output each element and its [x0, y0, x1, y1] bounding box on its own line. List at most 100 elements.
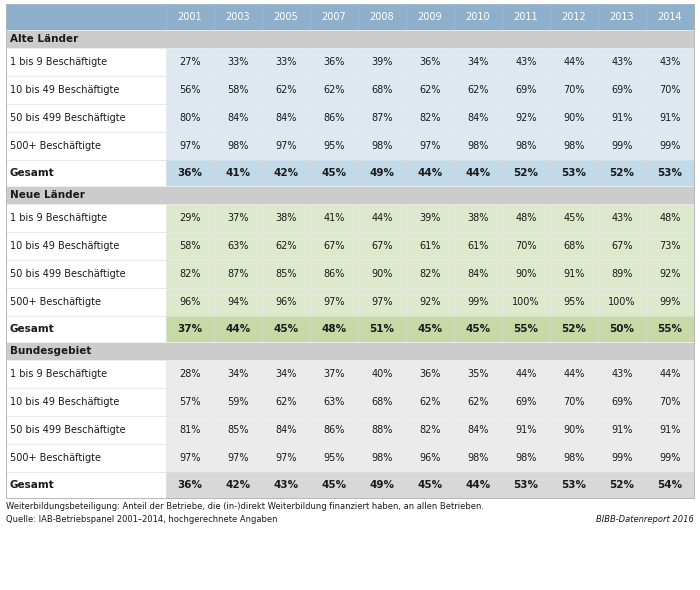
Bar — [406, 472, 454, 498]
Bar — [166, 316, 214, 342]
Text: 10 bis 49 Beschäftigte: 10 bis 49 Beschäftigte — [10, 85, 120, 95]
Text: 97%: 97% — [323, 297, 344, 307]
Text: 97%: 97% — [179, 453, 201, 463]
Bar — [214, 416, 262, 444]
Bar — [598, 288, 646, 316]
Bar — [310, 444, 358, 472]
Bar — [166, 204, 214, 232]
Text: Gesamt: Gesamt — [10, 480, 55, 490]
Bar — [406, 288, 454, 316]
Bar — [6, 104, 166, 132]
Text: 69%: 69% — [515, 85, 537, 95]
Text: Gesamt: Gesamt — [10, 324, 55, 334]
Text: 36%: 36% — [178, 168, 202, 178]
Text: 2011: 2011 — [514, 12, 538, 22]
Text: 98%: 98% — [228, 141, 248, 151]
Text: 42%: 42% — [225, 480, 251, 490]
Bar — [262, 472, 310, 498]
Bar — [646, 444, 694, 472]
Bar — [502, 132, 550, 160]
Bar — [598, 48, 646, 76]
Text: 98%: 98% — [515, 453, 537, 463]
Text: 27%: 27% — [179, 57, 201, 67]
Bar — [214, 232, 262, 260]
Bar — [358, 388, 406, 416]
Bar — [310, 388, 358, 416]
Text: 34%: 34% — [275, 369, 297, 379]
Bar — [406, 4, 454, 30]
Bar — [6, 186, 694, 204]
Bar — [214, 472, 262, 498]
Text: 35%: 35% — [468, 369, 489, 379]
Text: 82%: 82% — [179, 269, 201, 279]
Text: 44%: 44% — [417, 168, 442, 178]
Bar — [6, 232, 166, 260]
Bar — [358, 4, 406, 30]
Bar — [166, 388, 214, 416]
Bar — [646, 132, 694, 160]
Text: Gesamt: Gesamt — [10, 168, 55, 178]
Text: 10 bis 49 Beschäftigte: 10 bis 49 Beschäftigte — [10, 397, 120, 407]
Bar — [214, 260, 262, 288]
Bar — [502, 160, 550, 186]
Bar — [166, 4, 214, 30]
Bar — [502, 104, 550, 132]
Text: 67%: 67% — [323, 241, 344, 251]
Bar — [406, 260, 454, 288]
Bar — [6, 472, 166, 498]
Text: 53%: 53% — [514, 480, 538, 490]
Text: 1 bis 9 Beschäftigte: 1 bis 9 Beschäftigte — [10, 213, 107, 223]
Bar — [358, 260, 406, 288]
Text: 62%: 62% — [419, 85, 441, 95]
Bar — [262, 76, 310, 104]
Text: 43%: 43% — [659, 57, 680, 67]
Bar — [358, 48, 406, 76]
Bar — [262, 288, 310, 316]
Bar — [598, 388, 646, 416]
Bar — [406, 76, 454, 104]
Bar — [598, 416, 646, 444]
Text: 52%: 52% — [561, 324, 587, 334]
Bar — [454, 388, 502, 416]
Bar — [454, 160, 502, 186]
Bar — [6, 316, 166, 342]
Bar — [358, 360, 406, 388]
Text: 36%: 36% — [323, 57, 344, 67]
Text: 34%: 34% — [228, 369, 248, 379]
Bar — [6, 30, 694, 48]
Text: 99%: 99% — [468, 297, 489, 307]
Bar — [166, 232, 214, 260]
Bar — [454, 132, 502, 160]
Text: 42%: 42% — [274, 168, 299, 178]
Bar — [550, 104, 598, 132]
Text: 44%: 44% — [564, 57, 584, 67]
Bar — [502, 416, 550, 444]
Bar — [598, 260, 646, 288]
Bar — [214, 204, 262, 232]
Text: 100%: 100% — [512, 297, 540, 307]
Text: 45%: 45% — [417, 324, 442, 334]
Text: 36%: 36% — [419, 57, 441, 67]
Text: 45%: 45% — [466, 324, 491, 334]
Bar — [358, 104, 406, 132]
Bar — [214, 288, 262, 316]
Text: 98%: 98% — [371, 141, 393, 151]
Text: 62%: 62% — [275, 85, 297, 95]
Bar — [550, 360, 598, 388]
Bar — [358, 160, 406, 186]
Bar — [406, 388, 454, 416]
Bar — [310, 288, 358, 316]
Text: 2012: 2012 — [561, 12, 587, 22]
Text: 82%: 82% — [419, 269, 441, 279]
Text: 33%: 33% — [228, 57, 248, 67]
Bar — [406, 444, 454, 472]
Text: 52%: 52% — [514, 168, 538, 178]
Text: 49%: 49% — [370, 168, 395, 178]
Text: 97%: 97% — [275, 141, 297, 151]
Bar — [262, 444, 310, 472]
Bar — [502, 232, 550, 260]
Bar — [598, 316, 646, 342]
Text: 84%: 84% — [468, 269, 489, 279]
Bar — [358, 204, 406, 232]
Text: Bundesgebiet: Bundesgebiet — [10, 346, 92, 356]
